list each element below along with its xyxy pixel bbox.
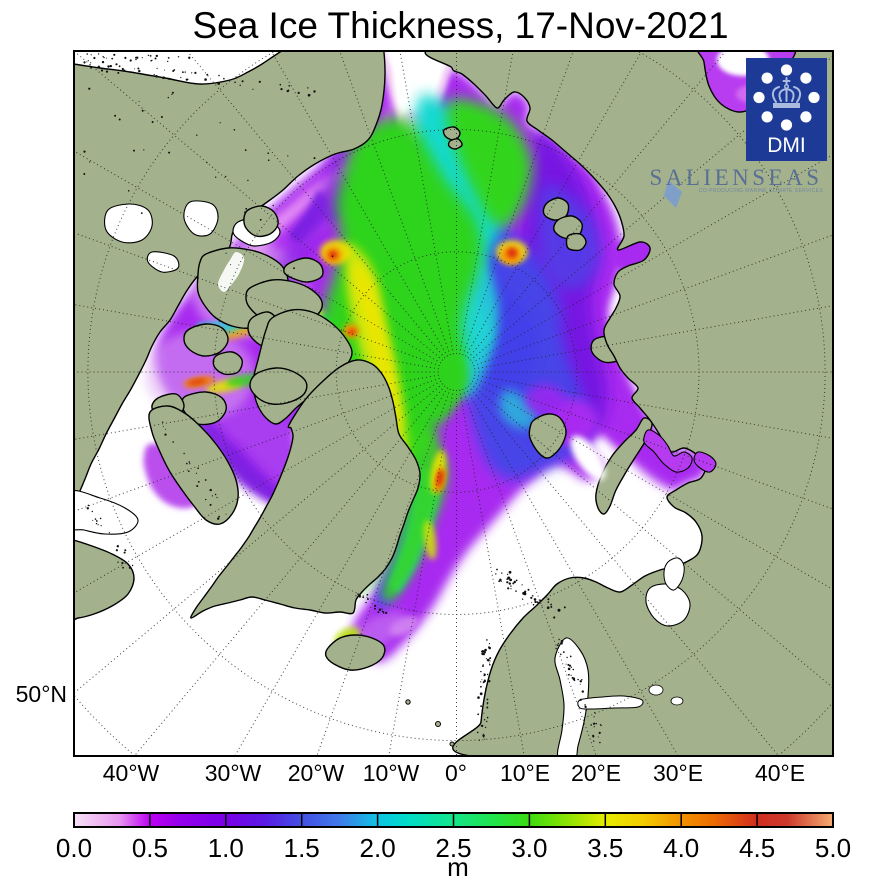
- svg-text:10°E: 10°E: [500, 760, 550, 786]
- svg-text:20°E: 20°E: [571, 760, 621, 786]
- svg-text:2.5: 2.5: [435, 833, 471, 863]
- svg-text:1.5: 1.5: [284, 833, 320, 863]
- svg-text:3.0: 3.0: [511, 833, 547, 863]
- svg-text:0°: 0°: [445, 760, 467, 786]
- svg-text:10°W: 10°W: [363, 760, 420, 786]
- svg-text:m: m: [447, 852, 469, 877]
- svg-text:20°W: 20°W: [288, 760, 345, 786]
- svg-text:30°E: 30°E: [653, 760, 703, 786]
- svg-text:50°N: 50°N: [16, 681, 67, 707]
- svg-text:2.0: 2.0: [360, 833, 396, 863]
- svg-text:CO-PRODUCING MARINE CLIMATE SE: CO-PRODUCING MARINE CLIMATE SERVICES: [699, 188, 823, 194]
- svg-text:5.0: 5.0: [815, 833, 851, 863]
- svg-text:0.0: 0.0: [56, 833, 92, 863]
- svg-text:DMI: DMI: [767, 134, 806, 157]
- svg-text:SALIENSEAS: SALIENSEAS: [649, 165, 822, 190]
- svg-text:0.5: 0.5: [132, 833, 168, 863]
- svg-text:4.0: 4.0: [663, 833, 699, 863]
- svg-text:4.5: 4.5: [739, 833, 775, 863]
- svg-text:1.0: 1.0: [208, 833, 244, 863]
- svg-text:30°W: 30°W: [205, 760, 262, 786]
- svg-text:40°W: 40°W: [103, 760, 160, 786]
- svg-text:3.5: 3.5: [587, 833, 623, 863]
- svg-text:40°E: 40°E: [755, 760, 805, 786]
